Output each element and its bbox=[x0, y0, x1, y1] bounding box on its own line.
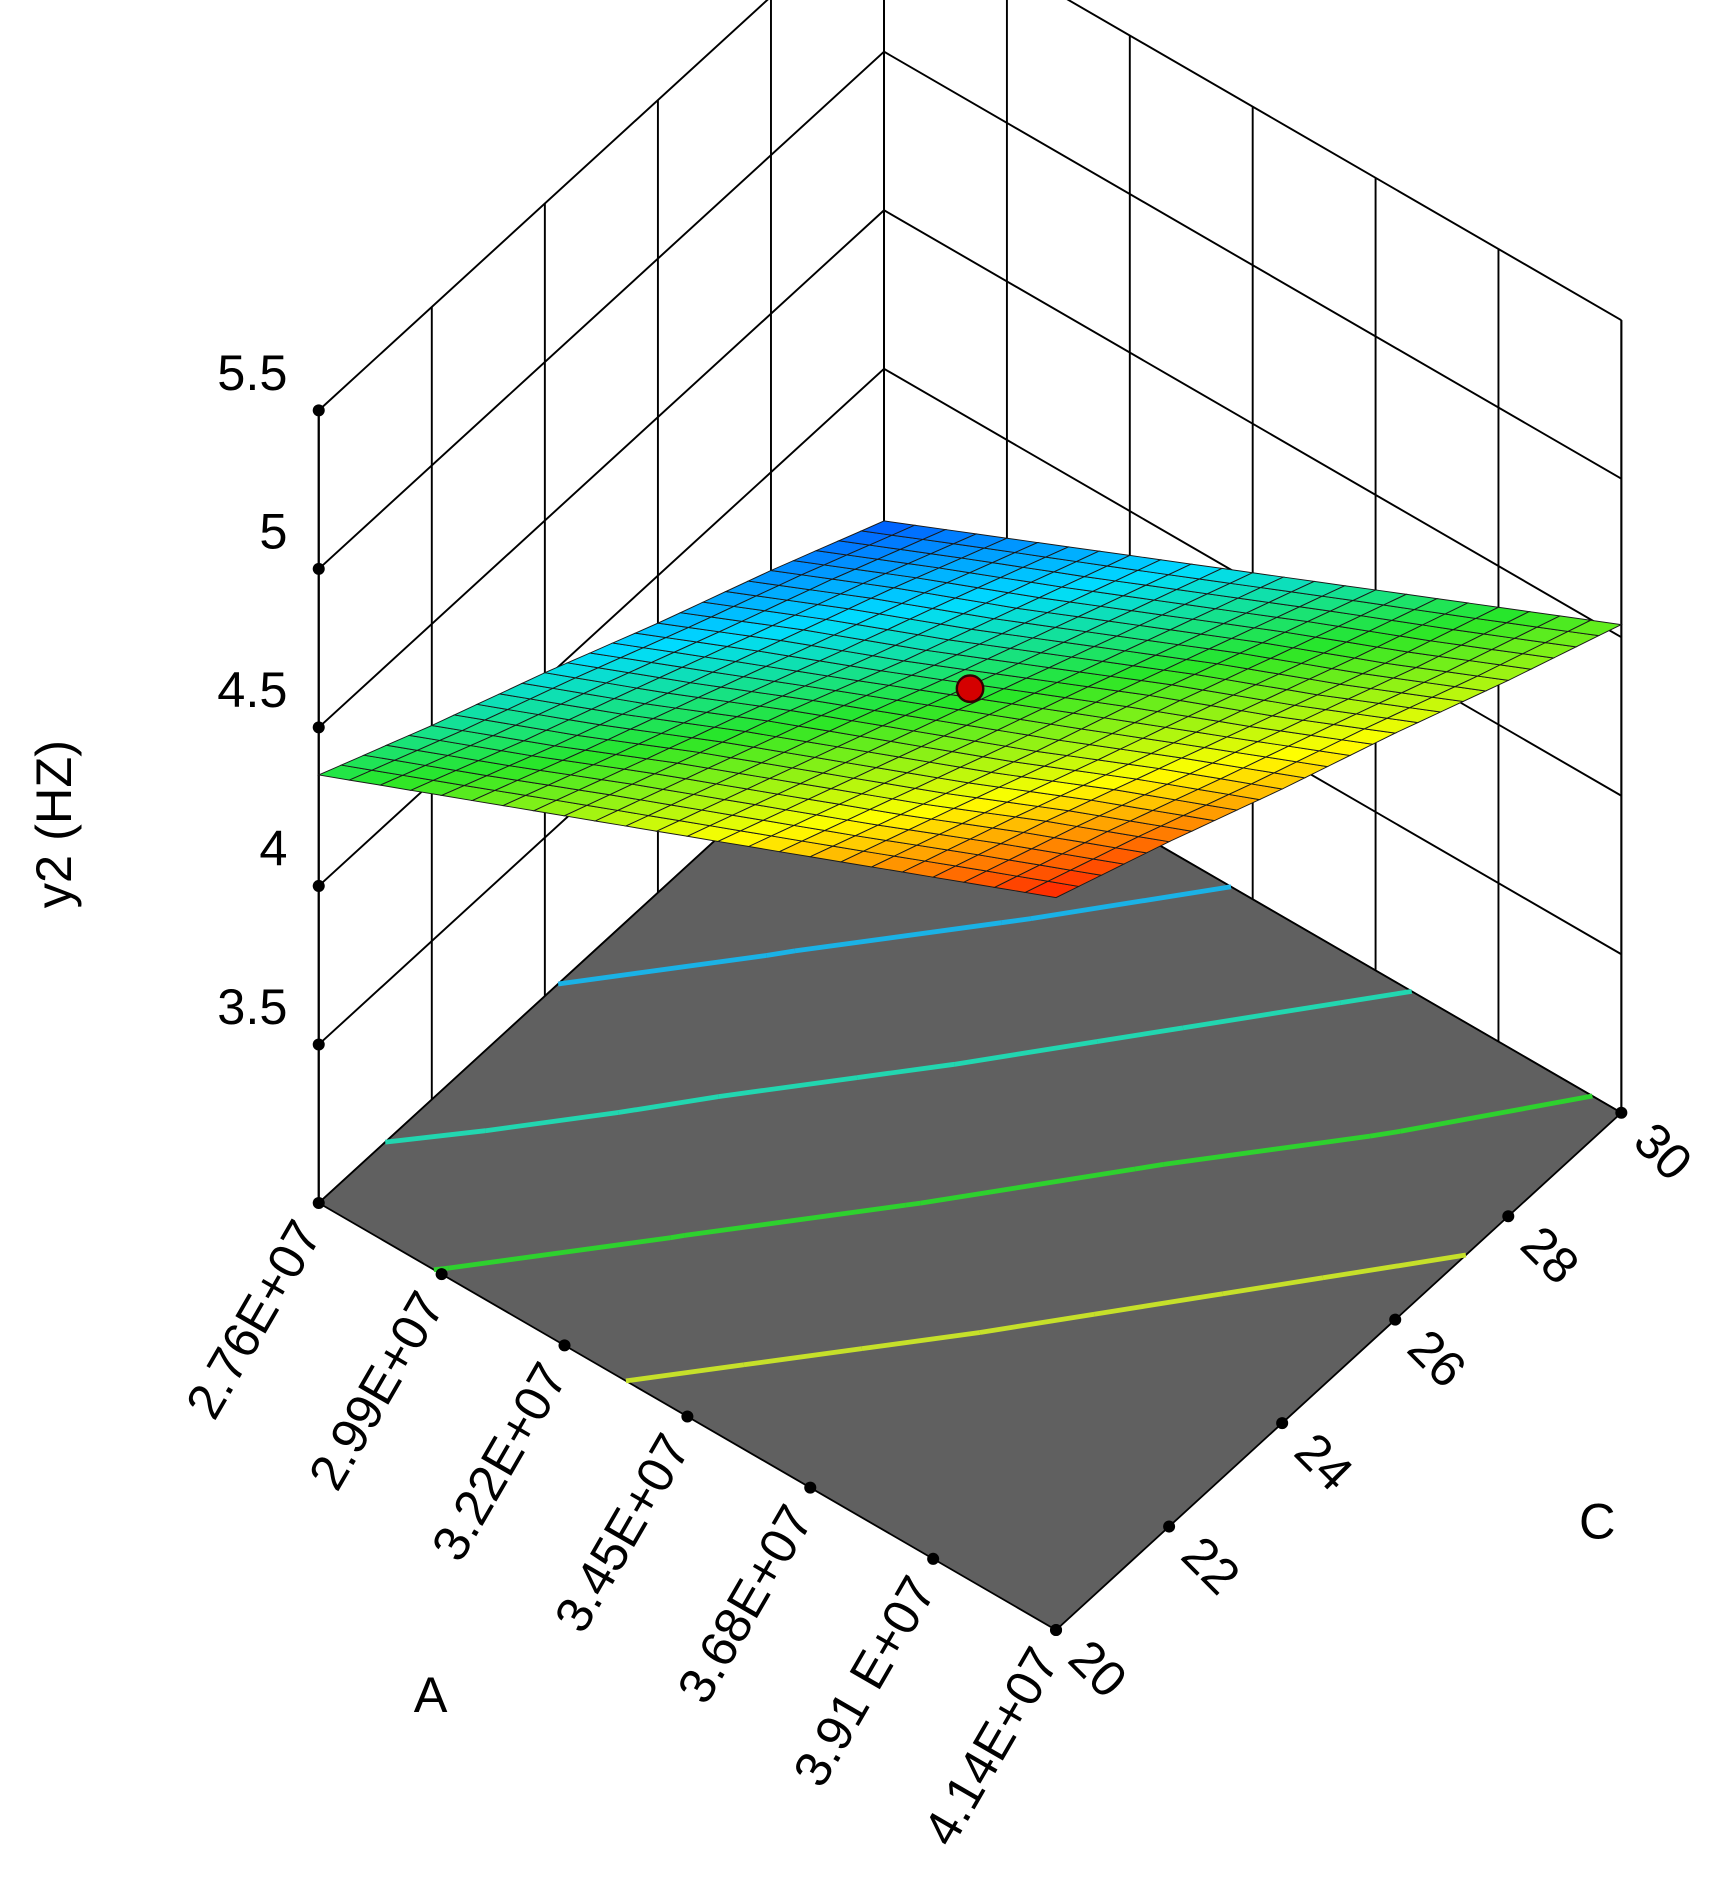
contour-line bbox=[1163, 1133, 1371, 1167]
grid-line bbox=[318, 209, 1622, 729]
grid-line bbox=[318, 0, 1622, 412]
z-tick bbox=[312, 404, 325, 417]
y-tick-label: 20 bbox=[1058, 1629, 1138, 1709]
contour-line bbox=[1030, 884, 1232, 922]
z-tick bbox=[312, 1038, 325, 1051]
contour-line bbox=[905, 1200, 921, 1208]
x-tick bbox=[681, 1410, 694, 1423]
y-tick bbox=[1615, 1106, 1628, 1119]
z-tick-label: 4 bbox=[259, 820, 287, 877]
y-tick-label: 24 bbox=[1284, 1422, 1364, 1502]
design-point bbox=[955, 674, 985, 704]
y-tick-label: 22 bbox=[1171, 1525, 1251, 1605]
x-tick bbox=[927, 1552, 940, 1565]
x-tick-label: 2.76E+07 bbox=[174, 1211, 332, 1428]
y-tick bbox=[1276, 1417, 1289, 1430]
y-axis-label: C bbox=[1579, 1493, 1615, 1550]
x-tick-label: 3.91 E+07 bbox=[782, 1567, 947, 1796]
contour-line bbox=[765, 948, 796, 958]
contour-line bbox=[447, 1235, 671, 1271]
x-tick bbox=[312, 1196, 325, 1210]
contour-line bbox=[1134, 1162, 1164, 1172]
y-tick bbox=[1389, 1313, 1402, 1326]
x-tick-label: 3.22E+07 bbox=[420, 1353, 578, 1570]
x-tick bbox=[558, 1339, 571, 1352]
contour-line bbox=[1096, 1025, 1184, 1044]
x-tick-label: 3.45E+07 bbox=[543, 1424, 701, 1641]
y-tick-label: 30 bbox=[1623, 1111, 1703, 1191]
contour-line bbox=[1322, 1252, 1467, 1281]
x-tick-label: 4.14E+07 bbox=[912, 1638, 1070, 1855]
contour-line bbox=[979, 1311, 1095, 1335]
contour-line bbox=[625, 1362, 745, 1384]
contour-line bbox=[856, 1061, 955, 1080]
y-tick bbox=[1050, 1623, 1063, 1637]
contour-line bbox=[557, 953, 767, 987]
contour-line bbox=[1093, 1291, 1224, 1317]
z-tick-label: 5.5 bbox=[217, 344, 287, 401]
z-tick-label: 5 bbox=[259, 503, 287, 560]
z-tick bbox=[312, 721, 325, 734]
contour-line bbox=[617, 1094, 719, 1115]
z-axis-label: y2 (HZ) bbox=[25, 740, 82, 908]
x-tick bbox=[435, 1268, 448, 1281]
contour-line bbox=[1001, 916, 1032, 926]
x-axis-label: A bbox=[414, 1666, 448, 1723]
grid-line bbox=[318, 50, 1622, 570]
contour-line bbox=[920, 1166, 1136, 1206]
z-tick bbox=[312, 562, 325, 575]
y-tick-label: 26 bbox=[1397, 1318, 1477, 1398]
surface-cell bbox=[1566, 619, 1623, 637]
z-tick-label: 3.5 bbox=[217, 978, 287, 1035]
contour-line bbox=[485, 1110, 619, 1134]
z-tick-label: 4.5 bbox=[217, 661, 287, 718]
contour-line bbox=[794, 920, 1002, 954]
contour-line bbox=[1369, 1128, 1401, 1139]
contour-line bbox=[1400, 1093, 1593, 1134]
y-tick-label: 28 bbox=[1510, 1215, 1590, 1295]
y-tick bbox=[1502, 1210, 1515, 1223]
contour-line bbox=[684, 1202, 907, 1238]
contour-line bbox=[743, 1346, 863, 1368]
contour-line bbox=[953, 1039, 1098, 1067]
contour-line bbox=[384, 1128, 486, 1145]
contour-line bbox=[861, 1330, 981, 1352]
contour-line bbox=[718, 1075, 858, 1099]
contour-line bbox=[1182, 1000, 1341, 1031]
contour-line bbox=[669, 1233, 686, 1241]
contour-line bbox=[1222, 1275, 1324, 1297]
z-tick bbox=[312, 879, 325, 892]
x-tick bbox=[804, 1481, 817, 1494]
contour-line bbox=[1339, 989, 1413, 1006]
x-tick-label: 2.99E+07 bbox=[297, 1282, 455, 1499]
y-tick bbox=[1163, 1520, 1176, 1533]
x-tick-label: 3.68E+07 bbox=[666, 1495, 824, 1712]
